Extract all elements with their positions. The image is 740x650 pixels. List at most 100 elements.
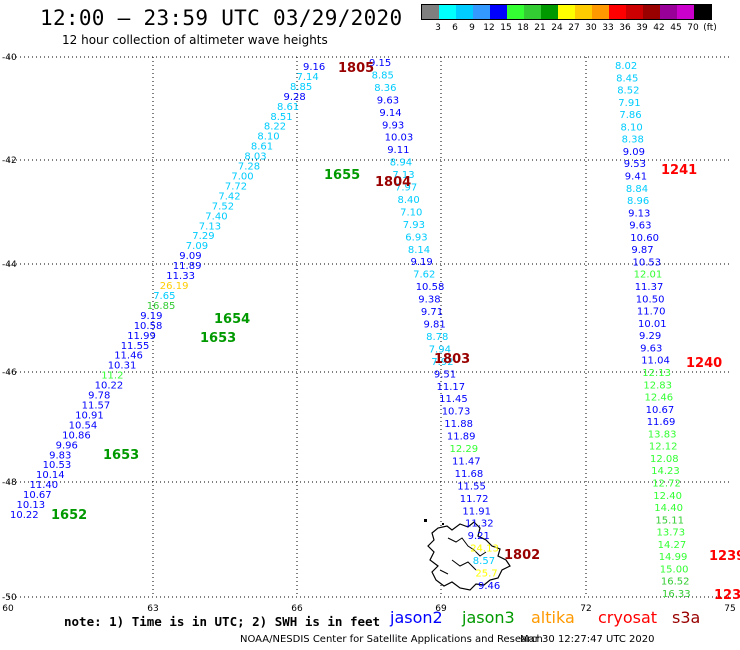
wave-height-value: 8.02 [615,61,637,72]
wave-height-value: 11.47 [452,457,481,468]
island-main-shape [427,521,511,591]
island-islet [424,519,427,522]
wave-height-value: 7.10 [400,207,422,218]
wave-height-value: 7.28 [238,162,260,173]
wave-height-value: 9.14 [379,108,401,119]
wave-height-value: 11.2 [101,371,123,382]
wave-height-value: 12.72 [652,479,681,490]
pass-time-label: 1655 [324,168,360,183]
longitude-tick-label: 66 [291,604,303,614]
wave-height-value: 7.65 [153,291,175,302]
wave-height-value: 7.13 [199,221,221,232]
legend-label: 9 [469,23,475,33]
wave-height-value: 11.45 [439,394,468,405]
map-title: 12:00 – 23:59 UTC 03/29/2020 [40,6,403,30]
wave-height-value: 25.7 [475,569,497,580]
wave-height-value: 9.16 [303,62,325,73]
map-subtitle: 12 hour collection of altimeter wave hei… [62,33,328,47]
wave-height-value: 15.00 [660,564,689,575]
wave-height-value: 9.63 [629,221,651,232]
wave-height-value: 9.63 [377,95,399,106]
wave-height-value: 8.45 [616,73,638,84]
legend-swatch [626,5,643,19]
wave-height-value: 12.40 [653,491,682,502]
wave-height-value: 16.52 [661,577,690,588]
wave-height-value: 12.46 [645,393,674,404]
legend-label: 12 [483,23,495,33]
wave-height-value: 9.78 [88,391,110,402]
wave-height-value: 13.73 [657,528,686,539]
wave-height-value: 7.14 [297,72,319,83]
kerguelen-island-outline [424,519,511,591]
legend-swatch [558,5,575,19]
wave-height-value: 8.94 [390,158,412,169]
legend-labels: 3 6 9 12 15 18 21 24 27 30 33 36 39 42 45 70 (ft) [421,23,717,37]
wave-height-value: 11.72 [460,494,489,505]
legend-swatches [421,4,712,20]
wave-height-value: 12.01 [634,270,663,281]
legend-label: 39 [636,23,648,33]
latitude-tick-label: -48 [2,478,17,488]
wave-height-value: 15.11 [655,515,684,526]
legend-swatch [660,5,677,19]
legend-swatch [541,5,558,19]
wave-height-value: 9.09 [623,147,645,158]
wave-height-value: 11.57 [82,401,111,412]
legend-label: 27 [568,23,580,33]
legend-swatch [473,5,490,19]
wave-height-value: 8.84 [626,184,648,195]
wave-height-value: 11.33 [166,271,195,282]
wave-height-value: 8.61 [251,142,273,153]
wave-height-value: 8.52 [617,86,639,97]
wave-height-value: 6.93 [405,232,427,243]
wave-height-value: 11.55 [121,341,150,352]
wave-height-value: 9.51 [434,369,456,380]
legend-label: (ft) [703,23,717,33]
pass-time-label: 1803 [434,352,470,367]
altimeter-track-points: 10.2210.1310.6711.4010.1410.539.839.9610… [10,58,691,600]
longitude-tick-label: 75 [724,604,735,614]
wave-height-value: 12.08 [650,454,679,465]
wave-height-value: 8.51 [270,112,292,123]
wave-height-value: 11.89 [447,432,476,443]
wave-height-value: 9.83 [49,450,71,461]
wave-height-value: 11.37 [635,282,664,293]
pass-time-label: 1654 [214,312,250,327]
wave-height-value: 9.46 [478,581,500,592]
wave-height-value: 10.53 [633,258,662,269]
legend-swatch [643,5,660,19]
wave-height-value: 9.81 [424,320,446,331]
wave-height-value: 11.88 [444,419,473,430]
wave-height-value: 9.13 [628,208,650,219]
pass-time-label: 1805 [338,61,374,76]
wave-height-value: 9.53 [624,159,646,170]
wave-height-value: 11.99 [127,331,156,342]
satellite-legend-cryosat: cryosat [598,608,658,627]
wave-height-value: 10.67 [23,490,52,501]
wave-height-value: 8.10 [621,122,643,133]
wave-height-value: 7.40 [205,211,227,222]
wave-height-value: 7.42 [218,191,240,202]
wave-height-value: 13.83 [648,429,677,440]
wave-height-value: 9.28 [284,92,306,103]
units-note: note: 1) Time is in UTC; 2) SWH is in fe… [64,614,381,629]
wave-height-value: 7.97 [395,183,417,194]
wave-height-value: 7.29 [192,231,214,242]
wave-height-value: 7.52 [212,201,234,212]
wave-height-value: 10.58 [134,321,163,332]
wave-height-value: 11.70 [637,307,666,318]
wave-height-value: 10.03 [385,133,414,144]
legend-label: 33 [602,23,614,33]
wave-height-value: 8.40 [398,195,420,206]
wave-height-value: 8.38 [622,135,644,146]
wave-height-value: 9.21 [468,531,490,542]
island-islet [442,523,444,525]
legend-swatch [490,5,507,19]
wave-height-value: 24.13 [470,544,499,555]
wave-height-value: 10.01 [638,319,667,330]
pass-time-labels: 1805 1655 1804 1241 1654 1653 1803 1240 1653 1652… [51,61,740,603]
wave-height-value: 11.91 [462,506,491,517]
latitude-tick-label: -50 [2,593,17,603]
satellite-legend-altika: altika [531,608,575,627]
wave-height-value: 11.46 [114,351,143,362]
